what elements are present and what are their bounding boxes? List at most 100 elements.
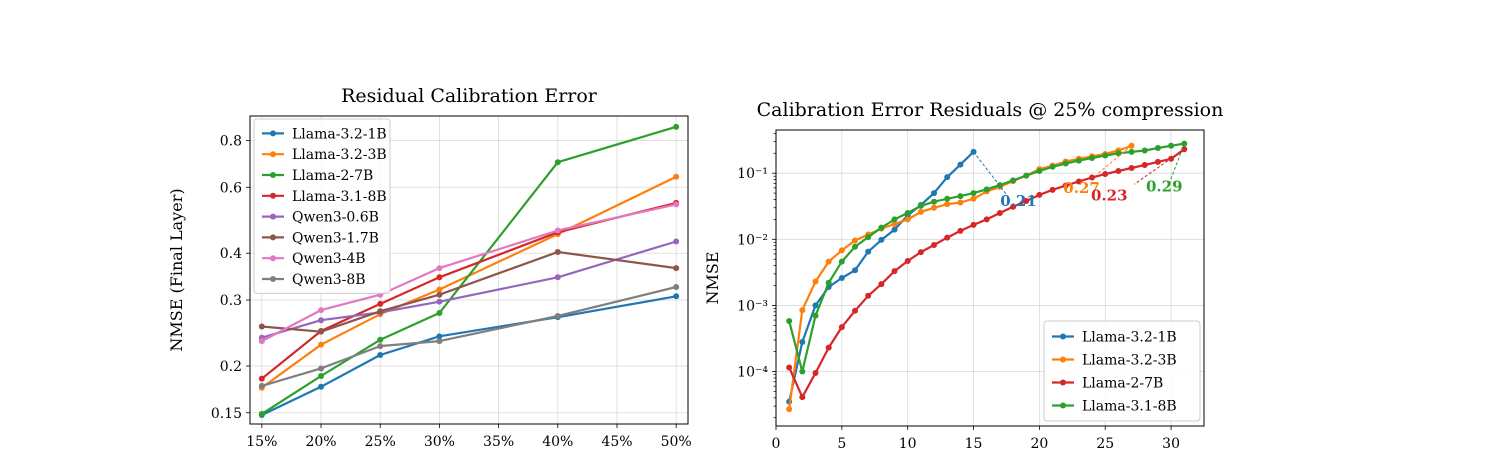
series-line — [261, 240, 677, 339]
data-point — [799, 394, 806, 401]
data-point — [1141, 161, 1148, 168]
series-line — [788, 151, 975, 402]
chart-title: Residual Calibration Error — [341, 85, 598, 107]
data-point — [996, 182, 1003, 189]
data-point — [258, 338, 265, 345]
legend-marker — [270, 151, 276, 158]
annotation-label: 0.23 — [1091, 186, 1128, 204]
legend-marker — [270, 276, 276, 282]
data-point — [931, 204, 938, 211]
x-tick-label: 25% — [365, 434, 396, 450]
data-point — [812, 278, 819, 285]
data-point — [812, 370, 819, 377]
data-point — [825, 258, 832, 265]
x-tick-label: 15 — [965, 436, 983, 452]
annotation-label: 0.21 — [1000, 192, 1037, 210]
data-point — [318, 307, 325, 314]
data-point — [812, 302, 819, 309]
series-line — [261, 250, 677, 333]
annotation-leader — [1168, 143, 1185, 184]
x-tick-label: 5 — [837, 436, 846, 452]
data-point — [957, 193, 964, 200]
data-point — [957, 161, 964, 168]
legend-label: Qwen3-8B — [292, 272, 366, 288]
annotation-label: 0.27 — [1063, 179, 1100, 197]
data-point — [1075, 178, 1082, 185]
data-point — [258, 323, 265, 330]
y-tick-label: 0.6 — [220, 180, 242, 196]
data-point — [1089, 154, 1096, 161]
data-point — [1023, 197, 1030, 204]
series-line — [261, 201, 677, 380]
data-point — [812, 312, 819, 319]
data-point — [673, 173, 680, 180]
data-point — [1049, 163, 1056, 170]
data-point — [554, 227, 561, 234]
data-point — [554, 274, 561, 281]
data-point — [673, 265, 680, 272]
data-point — [1062, 160, 1069, 167]
series-qwen3-1-7b — [258, 249, 680, 335]
data-point — [1102, 152, 1109, 159]
data-point — [931, 241, 938, 248]
series-line — [261, 295, 677, 416]
series-llama-3-2-1b — [786, 148, 977, 405]
data-point — [1154, 158, 1161, 165]
data-point — [377, 308, 384, 315]
data-point — [904, 209, 911, 216]
data-point — [436, 310, 443, 317]
data-point — [318, 328, 325, 335]
data-point — [554, 312, 561, 319]
annotation-label: 0.29 — [1146, 178, 1183, 196]
legend-marker — [270, 255, 276, 262]
data-point — [957, 227, 964, 234]
y-axis-label: NMSE — [703, 251, 722, 304]
data-point — [838, 274, 845, 281]
series-line — [261, 285, 677, 387]
series-line — [261, 175, 677, 389]
data-point — [318, 383, 325, 390]
x-tick-label: 50% — [661, 434, 692, 450]
data-point — [1089, 174, 1096, 181]
data-point — [318, 317, 325, 324]
x-tick-label: 15% — [246, 434, 277, 450]
legend-label: Llama-2-7B — [1082, 376, 1163, 392]
data-point — [944, 195, 951, 202]
y-axis-label: NMSE (Final Layer) — [167, 188, 186, 351]
series-llama-2-7b — [786, 146, 1188, 401]
data-point — [852, 237, 859, 244]
legend-label: Llama-2-7B — [292, 168, 373, 184]
data-point — [436, 298, 443, 305]
data-point — [891, 268, 898, 275]
data-point — [983, 216, 990, 223]
y-tick-label: 10⁻⁴ — [737, 365, 768, 381]
legend-label: Llama-3.1-8B — [292, 189, 387, 205]
data-point — [825, 279, 832, 286]
data-point — [554, 159, 561, 166]
data-point — [904, 257, 911, 264]
x-tick-label: 25 — [1096, 436, 1114, 452]
legend-label: Qwen3-1.7B — [292, 230, 379, 246]
data-point — [436, 274, 443, 281]
data-point — [838, 247, 845, 254]
data-point — [318, 341, 325, 348]
data-point — [852, 307, 859, 314]
data-point — [878, 224, 885, 231]
x-tick-label: 0 — [772, 436, 781, 452]
y-tick-label: 10⁻³ — [737, 298, 768, 314]
data-point — [1154, 145, 1161, 152]
data-point — [318, 373, 325, 380]
data-point — [970, 221, 977, 228]
y-tick-label: 0.2 — [220, 359, 242, 375]
data-point — [891, 226, 898, 233]
data-point — [673, 238, 680, 245]
data-point — [786, 406, 793, 413]
annotation-leader — [1097, 145, 1132, 175]
x-tick-label: 35% — [483, 434, 514, 450]
legend-marker — [1060, 333, 1066, 340]
data-point — [436, 291, 443, 298]
data-point — [865, 292, 872, 299]
data-point — [554, 249, 561, 256]
